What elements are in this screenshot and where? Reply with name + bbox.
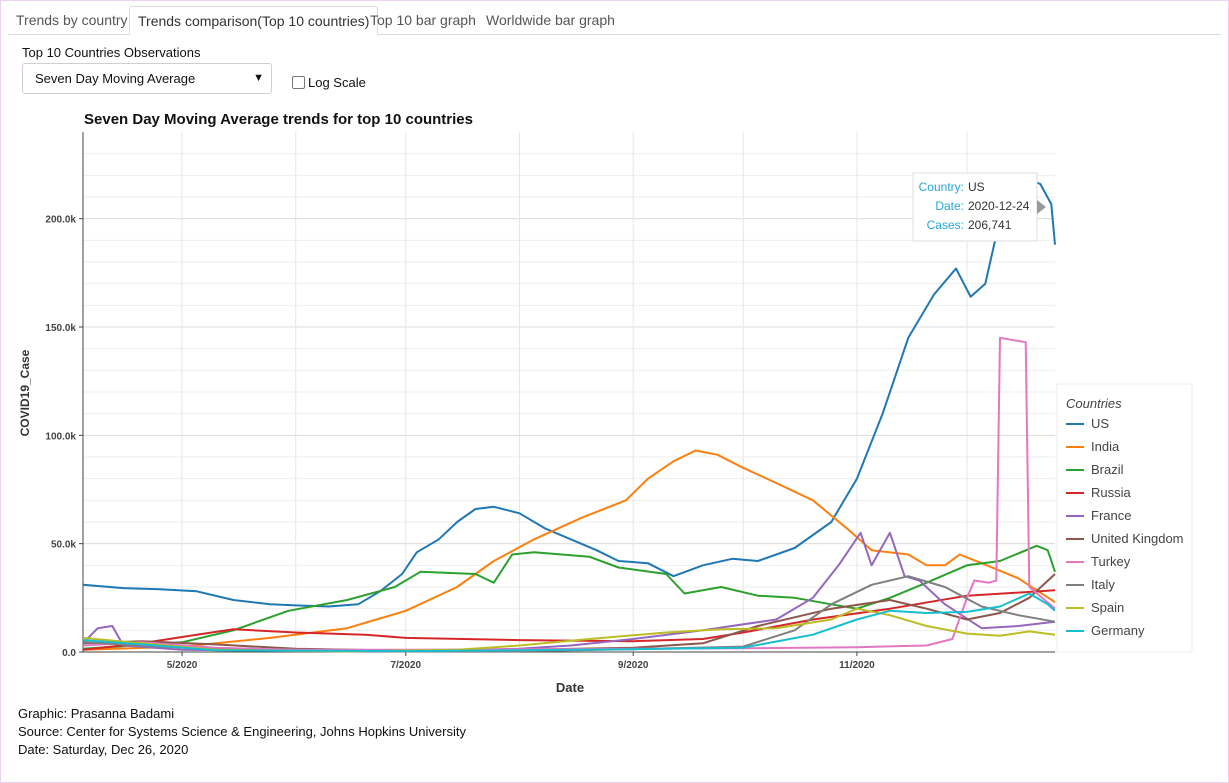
log-scale-checkbox[interactable]: [292, 76, 305, 89]
tab-trends-comparison[interactable]: Trends comparison(Top 10 countries): [129, 6, 379, 35]
chevron-down-icon: ▼: [253, 72, 264, 84]
observations-select-value: Seven Day Moving Average: [35, 71, 196, 86]
tab-worldwide-bar-graph[interactable]: Worldwide bar graph: [486, 12, 615, 28]
observations-select[interactable]: Seven Day Moving Average ▼: [22, 63, 272, 94]
footer: Graphic: Prasanna Badami Source: Center …: [18, 705, 466, 759]
footer-date: Date: Saturday, Dec 26, 2020: [18, 742, 189, 757]
footer-graphic-credit: Graphic: Prasanna Badami: [18, 706, 175, 721]
tab-bar: Trends by country Trends comparison(Top …: [8, 6, 1221, 35]
tab-top10-bar-graph[interactable]: Top 10 bar graph: [370, 12, 476, 28]
observations-label: Top 10 Countries Observations: [22, 45, 201, 60]
log-scale-toggle[interactable]: Log Scale: [292, 75, 366, 90]
tab-trends-by-country[interactable]: Trends by country: [16, 12, 128, 28]
footer-source: Source: Center for Systems Science & Eng…: [18, 724, 466, 739]
log-scale-label: Log Scale: [308, 75, 366, 90]
